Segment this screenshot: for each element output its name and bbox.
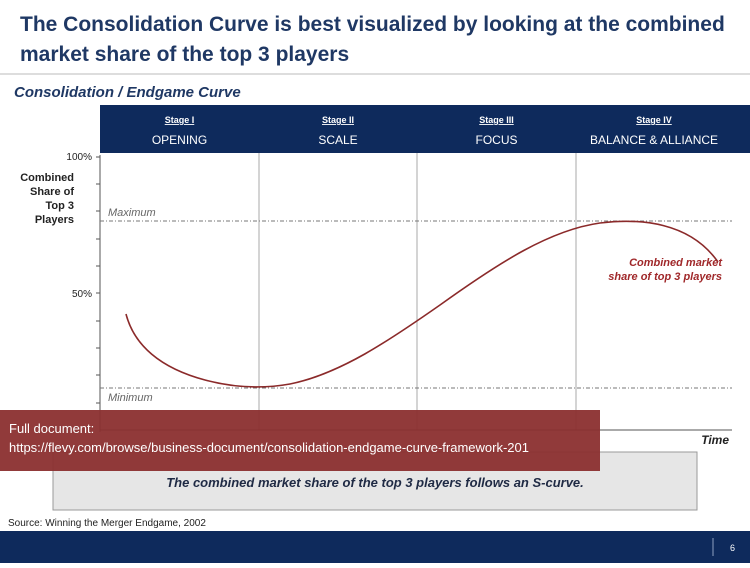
source: Source: Winning the Merger Endgame, 2002 — [8, 518, 206, 529]
x-axis-label: Time — [701, 433, 729, 447]
s-curve — [125, 220, 719, 388]
minimum-label: Minimum — [108, 392, 153, 404]
document-banner — [0, 410, 600, 471]
banner-link[interactable]: https://flevy.com/browse/business-docume… — [9, 440, 529, 455]
stage-number: Stage I — [165, 115, 195, 125]
title-line: market share of the top 3 players — [20, 43, 349, 66]
curve-label: share of top 3 players — [608, 271, 722, 283]
y-tick-label: 50% — [72, 289, 92, 300]
y-axis-label: Players — [35, 214, 74, 226]
stage-header — [100, 105, 750, 153]
title-line: The Consolidation Curve is best visualiz… — [20, 13, 725, 36]
y-axis-label: Top 3 — [45, 200, 74, 212]
plot: Maximum Minimum Combined market share of… — [20, 152, 732, 447]
y-axis-ticks — [96, 156, 100, 404]
stage-name: OPENING — [152, 133, 207, 147]
stage-number: Stage IV — [636, 115, 672, 125]
y-axis-label: Share of — [30, 186, 74, 198]
banner-text: Full document: — [9, 421, 94, 436]
subtitle: Consolidation / Endgame Curve — [14, 84, 241, 101]
stage-number: Stage II — [322, 115, 354, 125]
stage-name: BALANCE & ALLIANCE — [590, 133, 718, 147]
footer — [0, 531, 750, 563]
y-tick-label: 100% — [66, 152, 92, 163]
page-number: 6 — [730, 543, 735, 553]
y-axis-label: Combined — [20, 172, 74, 184]
stage-group: Stage I OPENING Stage II SCALE Stage III FOCU… — [152, 115, 718, 147]
stage-name: SCALE — [318, 133, 357, 147]
stage-name: FOCUS — [476, 133, 518, 147]
curve-label: Combined market — [629, 257, 723, 269]
maximum-label: Maximum — [108, 207, 156, 219]
stage-number: Stage III — [479, 115, 514, 125]
conclusion: The combined market share of the top 3 p… — [166, 475, 584, 490]
